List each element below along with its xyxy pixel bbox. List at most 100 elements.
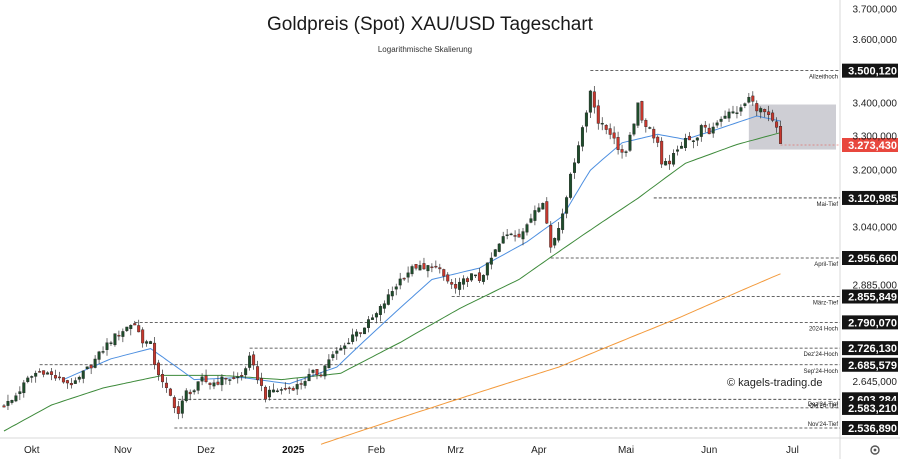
candle-up	[192, 390, 196, 393]
candle-down	[69, 382, 73, 386]
candle-up	[14, 395, 18, 402]
level-label-box	[842, 421, 898, 435]
candle-down	[224, 377, 228, 380]
candle-up	[739, 107, 743, 112]
candle-down	[450, 282, 454, 285]
candle-down	[549, 225, 553, 248]
candle-down	[414, 264, 418, 269]
candle-up	[386, 294, 390, 305]
candle-up	[351, 334, 355, 342]
y-tick-label: 3.700,000	[853, 5, 898, 16]
level-note: Allzeithoch	[809, 75, 838, 81]
candle-up	[426, 265, 430, 272]
level-label-text: 3.120,985	[848, 193, 897, 205]
candle-up	[236, 376, 240, 379]
level-label-text: 2.726,130	[848, 343, 897, 355]
candle-up	[398, 278, 402, 286]
candle-down	[287, 387, 291, 390]
candle-up	[355, 331, 359, 337]
candle-down	[454, 284, 458, 289]
candle-down	[755, 103, 759, 112]
candle-up	[410, 266, 414, 275]
level-label-box	[842, 400, 898, 415]
candle-down	[592, 91, 596, 108]
candle-down	[616, 137, 620, 150]
candle-up	[275, 390, 279, 392]
candle-down	[157, 362, 161, 376]
level-label-text: 2.855,849	[848, 292, 897, 304]
candle-up	[97, 351, 101, 360]
settings-gear-icon[interactable]	[870, 445, 880, 455]
candle-up	[529, 218, 533, 223]
candle-down	[141, 329, 145, 344]
x-tick-label: Dez	[197, 445, 215, 456]
y-tick-label: 3.400,000	[853, 98, 898, 109]
candle-down	[779, 126, 783, 144]
level-label-text: 2.790,070	[848, 317, 897, 329]
sma-blue-line	[63, 115, 781, 385]
candle-down	[65, 380, 69, 384]
candle-down	[771, 112, 775, 121]
candle-down	[442, 269, 446, 277]
candle-down	[299, 383, 303, 385]
y-axis: 3.700,000 3.600,000 3.400,000 3.300,000 3.20…	[853, 5, 898, 389]
candle-up	[228, 379, 232, 381]
candle-up	[382, 303, 386, 309]
candle-down	[89, 364, 93, 369]
candle-up	[200, 376, 204, 382]
candle-down	[775, 121, 779, 128]
candle-up	[347, 342, 351, 345]
chart-title: Goldpreis (Spot) XAU/USD Tageschart	[267, 14, 594, 35]
candle-up	[113, 333, 117, 346]
candle-up	[46, 372, 50, 375]
candlesticks	[2, 86, 783, 420]
candle-down	[687, 135, 691, 141]
candle-up	[695, 137, 699, 141]
candle-down	[315, 369, 319, 376]
candle-up	[10, 400, 14, 403]
candle-up	[81, 370, 85, 379]
sma-green-line	[3, 132, 781, 432]
level-note: Dez'24-Tief	[808, 402, 839, 408]
level-note: Dez'24-Hoch	[804, 352, 839, 358]
candle-up	[557, 228, 561, 241]
candle-down	[168, 388, 172, 396]
level-label-text: 2.685,579	[848, 360, 897, 372]
candle-down	[291, 387, 295, 391]
x-tick-label: Mrz	[447, 445, 464, 456]
candle-up	[121, 331, 125, 337]
level-label-text: 2.583,210	[848, 403, 897, 415]
candle-down	[620, 149, 624, 153]
x-tick-label: Feb	[368, 445, 386, 456]
candle-up	[561, 213, 565, 230]
sma-orange-line	[320, 273, 781, 445]
candle-up	[327, 359, 331, 369]
candle-up	[248, 355, 252, 368]
candle-up	[569, 173, 573, 198]
level-label-box	[842, 341, 898, 356]
level-label-box	[842, 63, 898, 78]
y-tick-label: 3.600,000	[853, 35, 898, 46]
level-note: 2024 Hoch	[809, 326, 838, 332]
candle-down	[283, 387, 287, 390]
candle-down	[596, 105, 600, 124]
candle-up	[719, 118, 723, 122]
candle-down	[612, 132, 616, 139]
candle-up	[636, 102, 640, 126]
candle-down	[38, 371, 42, 373]
candle-up	[220, 376, 224, 386]
candle-down	[252, 354, 256, 366]
candle-up	[691, 140, 695, 142]
candle-up	[731, 111, 735, 114]
candle-down	[430, 266, 434, 269]
y-tick-label: 2.645,000	[853, 377, 898, 388]
candle-up	[125, 326, 129, 331]
y-tick-label: 3.300,000	[853, 132, 898, 143]
candle-down	[517, 233, 521, 238]
candle-down	[216, 381, 220, 385]
candle-up	[493, 249, 497, 257]
x-tick-label: Jun	[701, 445, 717, 456]
candle-up	[521, 231, 525, 240]
candle-up	[30, 376, 34, 378]
candle-up	[588, 90, 592, 113]
